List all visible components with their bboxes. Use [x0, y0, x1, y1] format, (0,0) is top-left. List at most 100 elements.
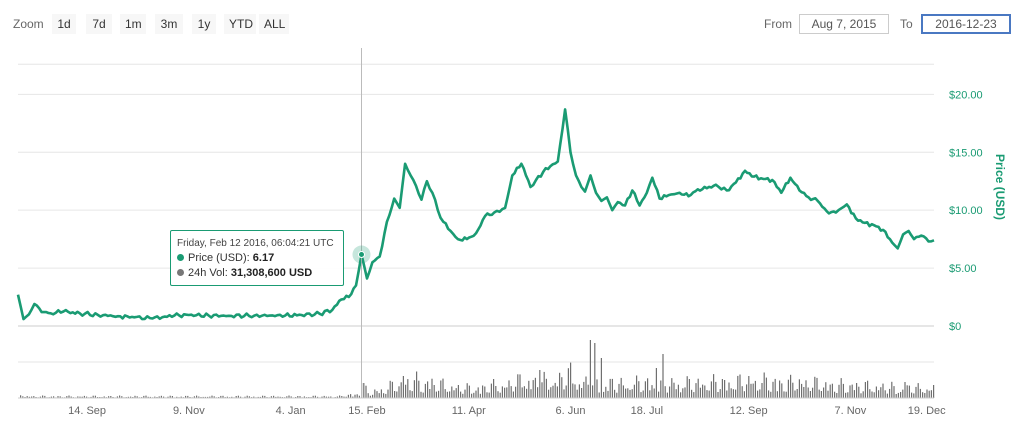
- zoom-7d-button[interactable]: 7d: [86, 14, 112, 34]
- zoom-1d-button[interactable]: 1d: [52, 14, 76, 34]
- tooltip-price-label: Price (USD):: [188, 252, 250, 264]
- volume-bar: [299, 396, 301, 398]
- from-date-input[interactable]: [799, 14, 889, 34]
- volume-bar: [675, 389, 677, 398]
- volume-bar: [776, 391, 778, 398]
- volume-bar: [490, 383, 492, 398]
- to-date-input[interactable]: [921, 14, 1011, 34]
- volume-bar: [807, 387, 809, 398]
- volume-bar: [737, 375, 739, 398]
- volume-bar: [882, 383, 884, 398]
- volume-bar: [457, 385, 459, 398]
- volume-bar: [321, 396, 323, 398]
- volume-bar: [642, 390, 644, 398]
- volume-bar: [402, 376, 404, 398]
- volume-bar: [699, 387, 701, 398]
- volume-bar: [464, 389, 466, 398]
- volume-bar: [248, 396, 250, 398]
- volume-bar: [444, 389, 446, 398]
- volume-bar: [860, 393, 862, 398]
- volume-bar: [849, 385, 851, 398]
- volume-bar: [818, 389, 820, 398]
- volume-bar: [631, 389, 633, 398]
- zoom-ytd-button[interactable]: YTD: [224, 14, 256, 34]
- volume-bar: [864, 382, 866, 398]
- volume-bar: [523, 386, 525, 398]
- volume-bar: [134, 395, 136, 398]
- volume-bar: [286, 396, 288, 398]
- volume-bar: [259, 396, 261, 398]
- tooltip-volume-value: 31,308,600 USD: [230, 267, 313, 279]
- volume-bar: [127, 396, 129, 398]
- tooltip-volume-row: 24h Vol: 31,308,600 USD: [177, 266, 337, 281]
- volume-bar: [473, 392, 475, 398]
- volume-bar: [803, 387, 805, 398]
- volume-bar: [908, 385, 910, 398]
- volume-bar: [86, 396, 88, 398]
- volume-bar: [501, 386, 503, 398]
- volume-bar: [288, 395, 290, 398]
- volume-bar: [572, 383, 574, 398]
- volume-bar: [581, 388, 583, 398]
- zoom-1y-button[interactable]: 1y: [192, 14, 216, 34]
- x-tick-label: 15. Feb: [348, 405, 385, 417]
- volume-bar: [202, 396, 204, 398]
- volume-bar: [840, 378, 842, 398]
- volume-bar: [765, 377, 767, 398]
- price-line: [16, 108, 935, 321]
- volume-bar: [649, 390, 651, 398]
- volume-bar: [794, 390, 796, 398]
- volume-bar: [561, 377, 563, 398]
- zoom-3m-button[interactable]: 3m: [155, 14, 183, 34]
- volume-bar: [367, 393, 369, 398]
- volume-bar: [180, 396, 182, 398]
- volume-bar: [314, 395, 316, 398]
- volume-bar: [823, 387, 825, 398]
- volume-bar: [28, 396, 30, 398]
- volume-bar: [363, 383, 365, 398]
- volume-bar: [196, 395, 198, 398]
- volume-bar: [878, 390, 880, 398]
- volume-bar: [640, 392, 642, 398]
- volume-bar: [831, 383, 833, 398]
- volume-bar: [576, 389, 578, 398]
- volume-bar: [409, 390, 411, 398]
- volume-bar: [352, 396, 354, 398]
- x-tick-label: 7. Nov: [834, 405, 866, 417]
- volume-bar: [279, 396, 281, 398]
- volume-bar: [449, 391, 451, 398]
- volume-bar: [68, 395, 70, 398]
- volume-bar: [911, 392, 913, 398]
- y-tick-label: $15.00: [949, 147, 983, 159]
- volume-bar: [638, 381, 640, 398]
- volume-bar: [801, 383, 803, 398]
- volume-bar: [341, 396, 343, 398]
- volume-bar: [827, 390, 829, 398]
- volume-bar: [345, 396, 347, 398]
- volume-bar: [431, 378, 433, 398]
- volume-bar: [858, 386, 860, 398]
- volume-bar: [886, 393, 888, 398]
- volume-bar: [842, 383, 844, 398]
- volume-bar: [70, 396, 72, 398]
- volume-bar: [539, 370, 541, 398]
- volume-bar: [682, 388, 684, 398]
- volume-bar: [825, 382, 827, 398]
- volume-bar: [376, 391, 378, 398]
- volume-bar: [424, 383, 426, 398]
- volume-bar: [204, 396, 206, 398]
- volume-bar: [475, 390, 477, 398]
- volume-bar: [479, 393, 481, 398]
- volume-bar: [147, 396, 149, 398]
- volume-bar: [741, 386, 743, 398]
- volume-bar: [372, 394, 374, 398]
- volume-bar: [130, 396, 132, 398]
- volume-bar: [814, 376, 816, 398]
- volume-bar: [488, 392, 490, 398]
- volume-bar: [633, 384, 635, 398]
- volume-bar: [853, 390, 855, 398]
- zoom-1m-button[interactable]: 1m: [120, 14, 146, 34]
- volume-bar: [919, 388, 921, 398]
- zoom-all-button[interactable]: ALL: [259, 14, 289, 34]
